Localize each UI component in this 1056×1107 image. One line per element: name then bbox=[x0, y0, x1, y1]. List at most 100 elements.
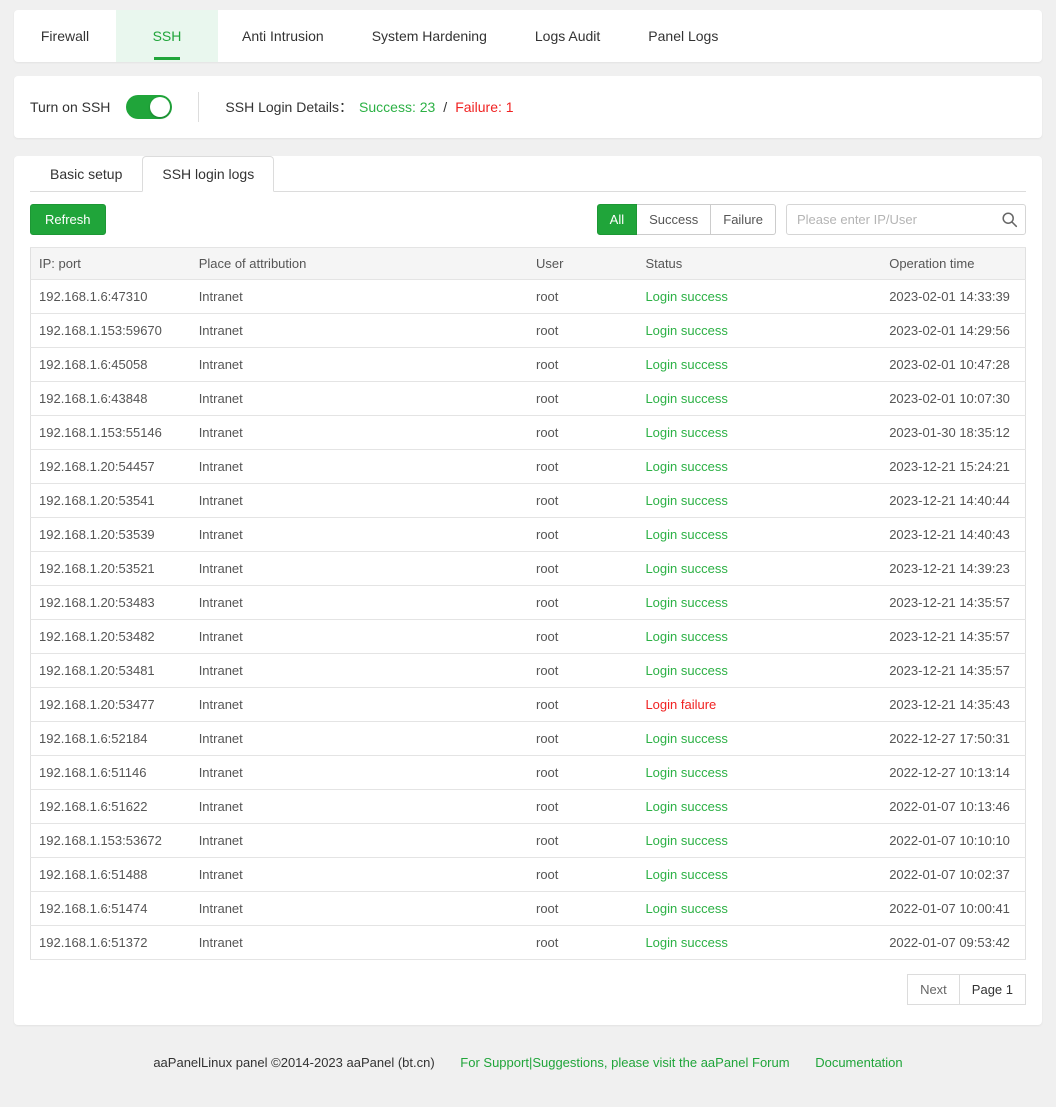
cell-user: root bbox=[528, 653, 638, 688]
cell-place: Intranet bbox=[190, 755, 528, 790]
cell-ip: 192.168.1.20:53481 bbox=[30, 653, 191, 688]
filter-success-button[interactable]: Success bbox=[637, 204, 712, 235]
cell-status: Login success bbox=[637, 517, 882, 552]
cell-ip: 192.168.1.20:53539 bbox=[30, 517, 191, 552]
refresh-button[interactable]: Refresh bbox=[30, 204, 106, 235]
cell-status: Login success bbox=[637, 857, 882, 892]
table-row: 192.168.1.6:52184 Intranet root Login succe… bbox=[30, 721, 1026, 756]
cell-time: 2023-12-21 14:39:23 bbox=[881, 551, 1026, 586]
cell-ip: 192.168.1.6:52184 bbox=[30, 721, 191, 756]
table-row: 192.168.1.20:53482 Intranet root Login succ… bbox=[30, 619, 1026, 654]
cell-user: root bbox=[528, 449, 638, 484]
cell-place: Intranet bbox=[190, 347, 528, 382]
table-row: 192.168.1.6:51372 Intranet root Login succe… bbox=[30, 925, 1026, 960]
table-row: 192.168.1.153:55146 Intranet root Login suc… bbox=[30, 415, 1026, 450]
cell-place: Intranet bbox=[190, 721, 528, 756]
cell-place: Intranet bbox=[190, 925, 528, 960]
table-row: 192.168.1.153:53672 Intranet root Login suc… bbox=[30, 823, 1026, 858]
toolbar-right: All Success Failure bbox=[596, 204, 1026, 235]
cell-user: root bbox=[528, 381, 638, 416]
cell-status: Login success bbox=[637, 925, 882, 960]
cell-ip: 192.168.1.6:51474 bbox=[30, 891, 191, 926]
cell-status: Login success bbox=[637, 449, 882, 484]
documentation-link[interactable]: Documentation bbox=[815, 1055, 903, 1070]
table-row: 192.168.1.6:51488 Intranet root Login succe… bbox=[30, 857, 1026, 892]
cell-ip: 192.168.1.6:51372 bbox=[30, 925, 191, 960]
cell-place: Intranet bbox=[190, 891, 528, 926]
status-filter-group: All Success Failure bbox=[596, 204, 776, 235]
turn-on-ssh-label: Turn on SSH bbox=[30, 99, 111, 115]
cell-user: root bbox=[528, 619, 638, 654]
cell-time: 2023-12-21 14:35:57 bbox=[881, 653, 1026, 688]
cell-time: 2022-12-27 10:13:14 bbox=[881, 755, 1026, 790]
filter-failure-button[interactable]: Failure bbox=[711, 204, 776, 235]
cell-ip: 192.168.1.20:53477 bbox=[30, 687, 191, 722]
filter-all-button[interactable]: All bbox=[596, 204, 638, 235]
table-row: 192.168.1.20:53483 Intranet root Login succ… bbox=[30, 585, 1026, 620]
table-row: 192.168.1.6:51622 Intranet root Login succe… bbox=[30, 789, 1026, 824]
table-row: 192.168.1.20:53539 Intranet root Login succ… bbox=[30, 517, 1026, 552]
cell-user: root bbox=[528, 891, 638, 926]
cell-ip: 192.168.1.20:54457 bbox=[30, 449, 191, 484]
toolbar: Refresh All Success Failure bbox=[30, 204, 1026, 235]
cell-place: Intranet bbox=[190, 857, 528, 892]
cell-place: Intranet bbox=[190, 687, 528, 722]
tab-ssh[interactable]: SSH bbox=[116, 10, 218, 62]
cell-place: Intranet bbox=[190, 619, 528, 654]
cell-time: 2022-12-27 17:50:31 bbox=[881, 721, 1026, 756]
subtab-basic-setup[interactable]: Basic setup bbox=[50, 166, 123, 182]
cell-status: Login success bbox=[637, 891, 882, 926]
main-card: Basic setup SSH login logs Refresh All Suc… bbox=[14, 156, 1042, 1025]
table-row: 192.168.1.6:43848 Intranet root Login succe… bbox=[30, 381, 1026, 416]
cell-user: root bbox=[528, 687, 638, 722]
tab-system-hardening[interactable]: System Hardening bbox=[371, 28, 487, 44]
tab-anti-intrusion[interactable]: Anti Intrusion bbox=[242, 28, 324, 44]
cell-user: root bbox=[528, 313, 638, 348]
forum-link[interactable]: For Support|Suggestions, please visit th… bbox=[460, 1055, 790, 1070]
cell-user: root bbox=[528, 551, 638, 586]
table-row: 192.168.1.20:53541 Intranet root Login succ… bbox=[30, 483, 1026, 518]
cell-user: root bbox=[528, 415, 638, 450]
cell-ip: 192.168.1.6:51488 bbox=[30, 857, 191, 892]
pagination: Next Page 1 bbox=[30, 974, 1026, 1005]
cell-place: Intranet bbox=[190, 551, 528, 586]
cell-ip: 192.168.1.6:47310 bbox=[30, 279, 191, 314]
cell-time: 2023-12-21 14:35:57 bbox=[881, 619, 1026, 654]
table-row: 192.168.1.20:54457 Intranet root Login succ… bbox=[30, 449, 1026, 484]
cell-user: root bbox=[528, 517, 638, 552]
current-page-button[interactable]: Page 1 bbox=[959, 974, 1026, 1005]
tab-firewall[interactable]: Firewall bbox=[40, 28, 90, 44]
tab-panel-logs[interactable]: Panel Logs bbox=[648, 28, 719, 44]
ssh-status-bar: Turn on SSH SSH Login Details： Success: … bbox=[14, 76, 1042, 138]
cell-place: Intranet bbox=[190, 381, 528, 416]
cell-ip: 192.168.1.6:43848 bbox=[30, 381, 191, 416]
failure-count: Failure: 1 bbox=[455, 99, 514, 115]
search-icon[interactable] bbox=[1001, 211, 1018, 228]
cell-time: 2023-02-01 14:33:39 bbox=[881, 279, 1026, 314]
ssh-toggle[interactable] bbox=[126, 95, 173, 119]
page: Firewall SSH Anti Intrusion System Hardenin… bbox=[0, 10, 1056, 1090]
cell-status: Login success bbox=[637, 619, 882, 654]
table-body: 192.168.1.6:47310 Intranet root Login succe… bbox=[30, 279, 1026, 960]
cell-time: 2022-01-07 10:02:37 bbox=[881, 857, 1026, 892]
cell-ip: 192.168.1.153:55146 bbox=[30, 415, 191, 450]
table-row: 192.168.1.20:53481 Intranet root Login succ… bbox=[30, 653, 1026, 688]
next-page-button[interactable]: Next bbox=[907, 974, 960, 1005]
search-input[interactable] bbox=[786, 204, 1026, 235]
tab-logs-audit[interactable]: Logs Audit bbox=[534, 28, 601, 44]
table-row: 192.168.1.20:53477 Intranet root Login fail… bbox=[30, 687, 1026, 722]
cell-time: 2023-02-01 14:29:56 bbox=[881, 313, 1026, 348]
cell-user: root bbox=[528, 347, 638, 382]
cell-place: Intranet bbox=[190, 517, 528, 552]
cell-ip: 192.168.1.6:51146 bbox=[30, 755, 191, 790]
cell-user: root bbox=[528, 789, 638, 824]
cell-ip: 192.168.1.20:53521 bbox=[30, 551, 191, 586]
column-header-ip-port: IP: port bbox=[30, 247, 191, 280]
cell-status: Login success bbox=[637, 279, 882, 314]
subtab-ssh-login-logs[interactable]: SSH login logs bbox=[142, 156, 275, 192]
cell-status: Login success bbox=[637, 381, 882, 416]
ssh-toggle-knob bbox=[150, 97, 171, 117]
cell-place: Intranet bbox=[190, 789, 528, 824]
top-tab-bar: Firewall SSH Anti Intrusion System Hardenin… bbox=[14, 10, 1042, 62]
cell-user: root bbox=[528, 279, 638, 314]
